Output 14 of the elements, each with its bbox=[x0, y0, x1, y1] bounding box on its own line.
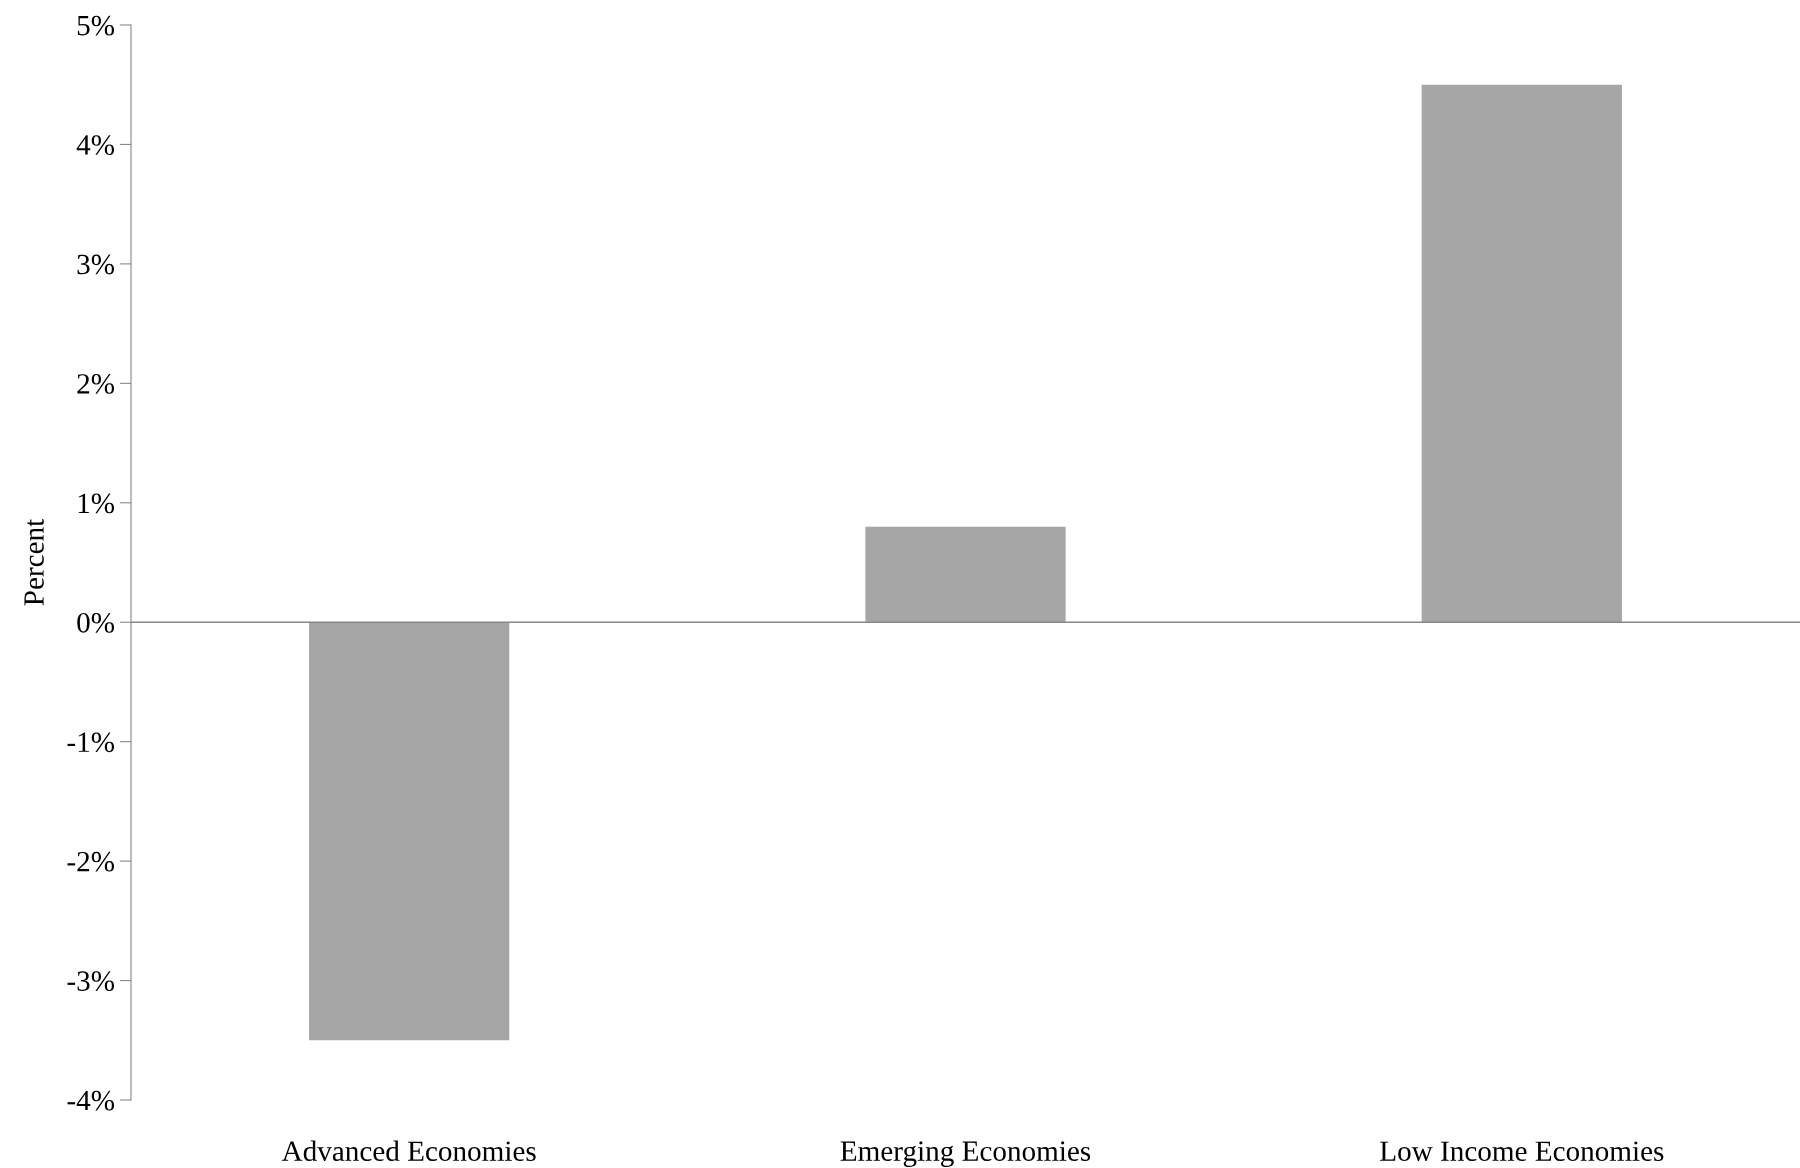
y-tick-label: -4% bbox=[67, 1090, 115, 1111]
x-tick-label: Emerging Economies bbox=[840, 1141, 1091, 1167]
y-axis-title: Percent bbox=[24, 518, 44, 606]
x-tick-label: Low Income Economies bbox=[1380, 1141, 1664, 1162]
y-tick-label: 3% bbox=[77, 254, 115, 275]
x-tick-label: Advanced Economies bbox=[281, 1140, 536, 1162]
y-tick-label: -1% bbox=[67, 732, 115, 753]
y-tick-label: 2% bbox=[77, 374, 115, 394]
y-tick-label: 1% bbox=[78, 493, 115, 514]
y-tick-label: -2% bbox=[67, 851, 115, 872]
y-tick-label: -3% bbox=[67, 971, 115, 992]
y-tick-label: 5% bbox=[77, 15, 115, 36]
y-tick-label: 0% bbox=[77, 612, 115, 633]
y-tick-label: 4% bbox=[76, 135, 115, 155]
